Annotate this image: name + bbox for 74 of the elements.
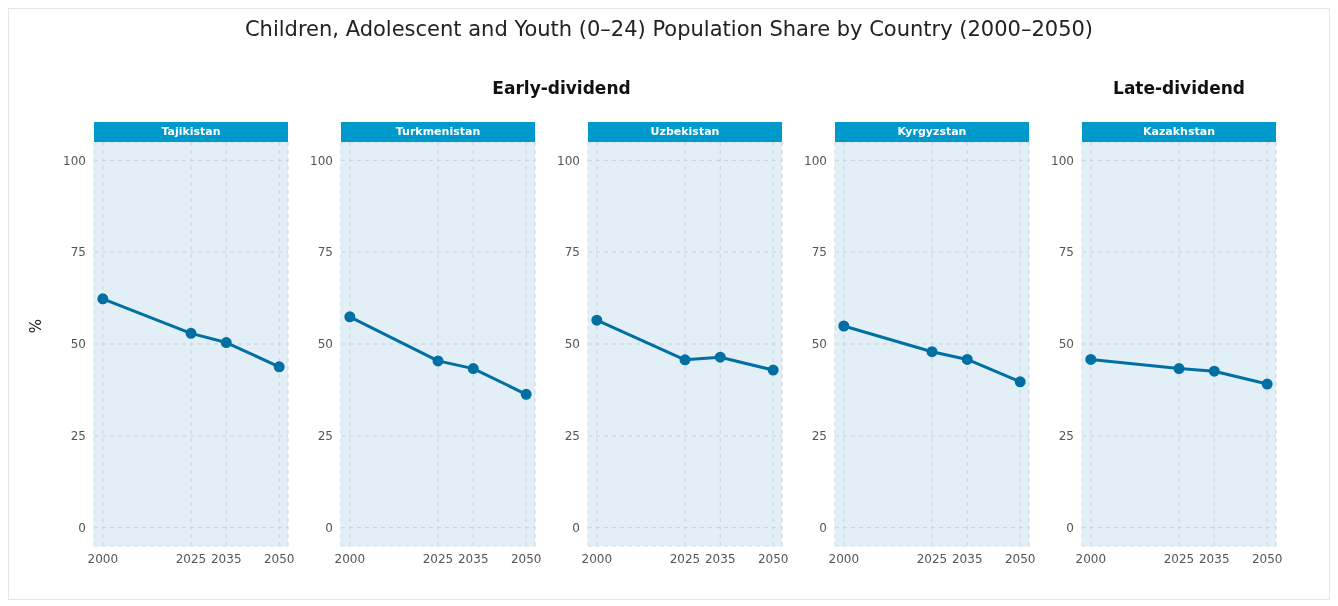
chart-title: Kazakhstan: [1082, 122, 1276, 142]
x-tick-label: 2025: [175, 551, 207, 566]
x-tick-label: 2035: [705, 551, 736, 566]
x-tick-label: 2035: [211, 551, 242, 566]
y-tick-label: 25: [564, 429, 580, 444]
text: Early-dividend: [491, 78, 632, 98]
y-tick-label: 0: [325, 520, 333, 535]
point: [1014, 376, 1026, 388]
x-tick-label: 2035: [458, 551, 489, 566]
x-tick-label: 2050: [757, 551, 789, 566]
y-tick-label: 50: [70, 337, 86, 352]
x-tick-label: 2050: [1251, 551, 1283, 566]
y-tick-label: 25: [1058, 429, 1074, 444]
x-tick-label: 2025: [916, 551, 948, 566]
x-tick-label: 2000: [828, 551, 860, 566]
x-tick-label: 2050: [510, 551, 542, 566]
point: [220, 337, 232, 349]
point: [1085, 353, 1097, 365]
point: [961, 353, 973, 365]
x-tick-label: 2050: [1004, 551, 1036, 566]
point: [926, 346, 938, 358]
point: [591, 314, 603, 326]
y-tick-label: 50: [564, 337, 580, 352]
point: [767, 364, 779, 376]
y-tick-label: 100: [804, 153, 827, 168]
y-tick-label: 50: [811, 337, 827, 352]
point: [1261, 378, 1273, 390]
y-tick-label: 0: [1066, 520, 1074, 535]
y-tick-label: 25: [811, 429, 827, 444]
point: [714, 351, 726, 363]
x-tick-label: 2000: [581, 551, 613, 566]
x-tick-label: 2000: [87, 551, 119, 566]
x-tick-label: 2000: [334, 551, 366, 566]
text: Children, Adolescent and Youth (0–24) Population Share by Country (2000–2050): [243, 17, 1095, 41]
point: [97, 293, 109, 305]
point: [1173, 363, 1185, 375]
y-tick-label: 100: [557, 153, 580, 168]
y-tick-label: 75: [317, 245, 333, 260]
x-tick-label: 2050: [263, 551, 295, 566]
x-tick-label: 2000: [1075, 551, 1107, 566]
y-tick-label: 100: [63, 153, 86, 168]
chart-title: Turkmenistan: [341, 122, 535, 142]
y-tick-label: 100: [1051, 153, 1074, 168]
chart-subtitle: Late-dividend: [1112, 78, 1246, 98]
y-tick-label: 100: [310, 153, 333, 168]
point: [273, 361, 285, 373]
y-axis-title: %: [27, 317, 45, 336]
chart-title: Uzbekistan: [588, 122, 782, 142]
y-tick-label: 75: [70, 245, 86, 260]
x-tick-label: 2035: [952, 551, 983, 566]
point: [185, 327, 197, 339]
y-tick-label: 75: [1058, 245, 1074, 260]
y-tick-label: 25: [317, 429, 333, 444]
y-tick-label: 0: [78, 520, 86, 535]
point: [432, 355, 444, 367]
chart-title: Tajikistan: [94, 122, 288, 142]
y-tick-label: 50: [1058, 337, 1074, 352]
point: [679, 354, 691, 366]
x-tick-label: 2035: [1199, 551, 1230, 566]
point: [520, 388, 532, 400]
y-tick-label: 0: [572, 520, 580, 535]
point: [344, 311, 356, 323]
y-tick-label: 25: [70, 429, 86, 444]
chart-title: Kyrgyzstan: [835, 122, 1029, 142]
x-tick-label: 2025: [669, 551, 701, 566]
point: [838, 320, 850, 332]
y-tick-label: 50: [317, 337, 333, 352]
y-tick-label: 0: [819, 520, 827, 535]
y-tick-label: 75: [811, 245, 827, 260]
point: [1208, 365, 1220, 377]
point: [467, 363, 479, 375]
y-tick-label: 75: [564, 245, 580, 260]
x-tick-label: 2025: [422, 551, 454, 566]
x-tick-label: 2025: [1163, 551, 1195, 566]
